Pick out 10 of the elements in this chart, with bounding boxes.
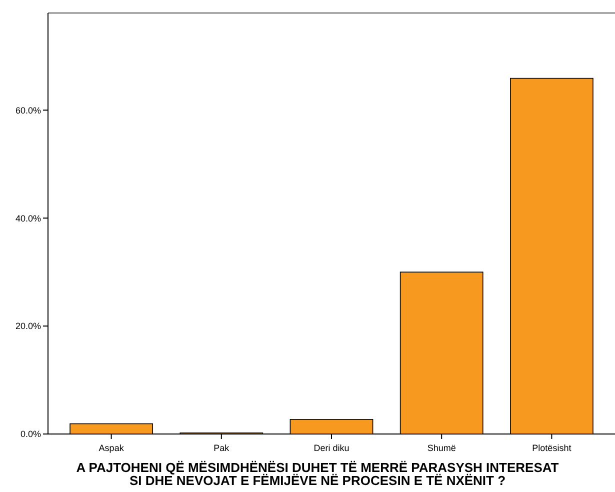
x-tick-label: Shumë (427, 443, 456, 453)
x-tick-label: Plotësisht (532, 443, 572, 453)
y-tick-label: 40.0% (15, 213, 41, 224)
y-tick-label: 60.0% (15, 105, 41, 116)
x-tick-label: Deri diku (314, 443, 350, 453)
x-axis-title: A PAJTOHENI QË MËSIMDHËNËSI DUHET TË MERRË PARASYSH INTERESAT SI DHE NEVOJAT E FËMIJËVE NË PROCESIN E TË NXËNIT ? (76, 460, 559, 488)
y-tick-label: 0.0% (20, 429, 41, 440)
x-tick-label: Pak (214, 443, 230, 453)
x-tick-label: Aspak (98, 443, 124, 453)
y-tick-label: 20.0% (15, 321, 41, 332)
